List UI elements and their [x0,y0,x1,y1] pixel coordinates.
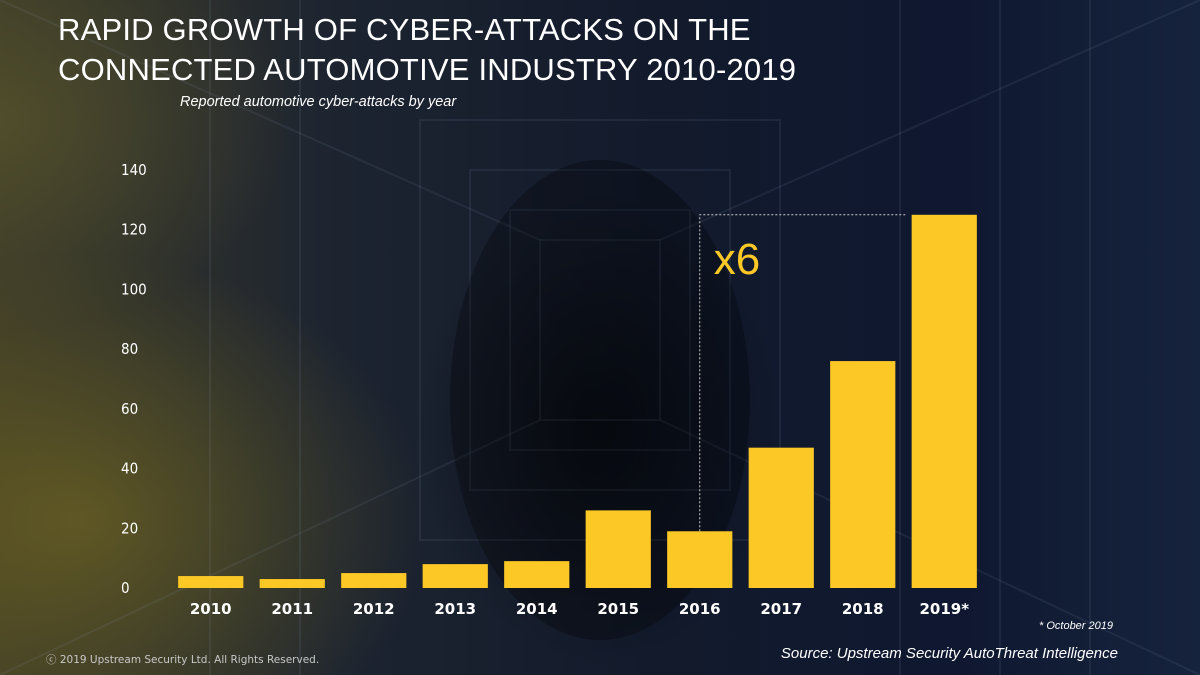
y-tick-label: 60 [121,400,138,418]
y-tick-label: 120 [121,221,147,239]
copyright-notice: ⓒ 2019 Upstream Security Ltd. All Rights… [46,654,320,666]
y-tick-label: 140 [121,161,147,179]
y-tick-label: 100 [121,280,147,298]
x-tick-label: 2018 [842,600,884,618]
x-tick-label: 2014 [516,600,558,618]
y-axis: 0 20 40 60 80 100 120 140 [121,161,147,597]
bar-2010 [178,576,244,588]
bar-2016 [667,531,733,588]
bar-2011 [259,579,325,588]
x-tick-label: 2011 [271,600,313,618]
y-tick-label: 40 [121,460,138,478]
chart-subtitle: Reported automotive cyber-attacks by yea… [180,94,457,110]
bars [178,214,977,589]
callout-bracket [699,214,906,532]
x-tick-label: 2012 [353,600,395,618]
source-note: Source: Upstream Security AutoThreat Int… [780,645,1118,662]
x-axis: 2010 2011 2012 2013 2014 2015 2016 2017 2018 2019… [190,600,969,618]
bar-2019 [911,214,977,589]
x-tick-label: 2010 [190,600,232,618]
bar-2014 [504,561,570,588]
x-tick-label: 2013 [434,600,476,618]
y-tick-label: 0 [121,579,130,597]
bar-2013 [422,564,488,588]
callout-label: x6 [714,235,760,284]
y-tick-label: 20 [121,519,138,537]
x-tick-label: 2019* [919,600,969,618]
title-line-1: RAPID GROWTH OF CYBER-ATTACKS ON THE [58,12,751,47]
x-tick-label: 2015 [597,600,639,618]
title-line-2: CONNECTED AUTOMOTIVE INDUSTRY 2010-2019 [58,52,797,87]
bar-2012 [341,573,407,588]
bar-2017 [748,447,814,588]
bar-2015 [585,510,651,588]
x-tick-label: 2017 [760,600,802,618]
y-tick-label: 80 [121,340,138,358]
footnote: * October 2019 [1039,620,1113,632]
x-tick-label: 2016 [679,600,721,618]
bar-2018 [830,361,896,588]
growth-callout: x6 [699,214,906,532]
slide-title: RAPID GROWTH OF CYBER-ATTACKS ON THE CON… [58,10,958,90]
